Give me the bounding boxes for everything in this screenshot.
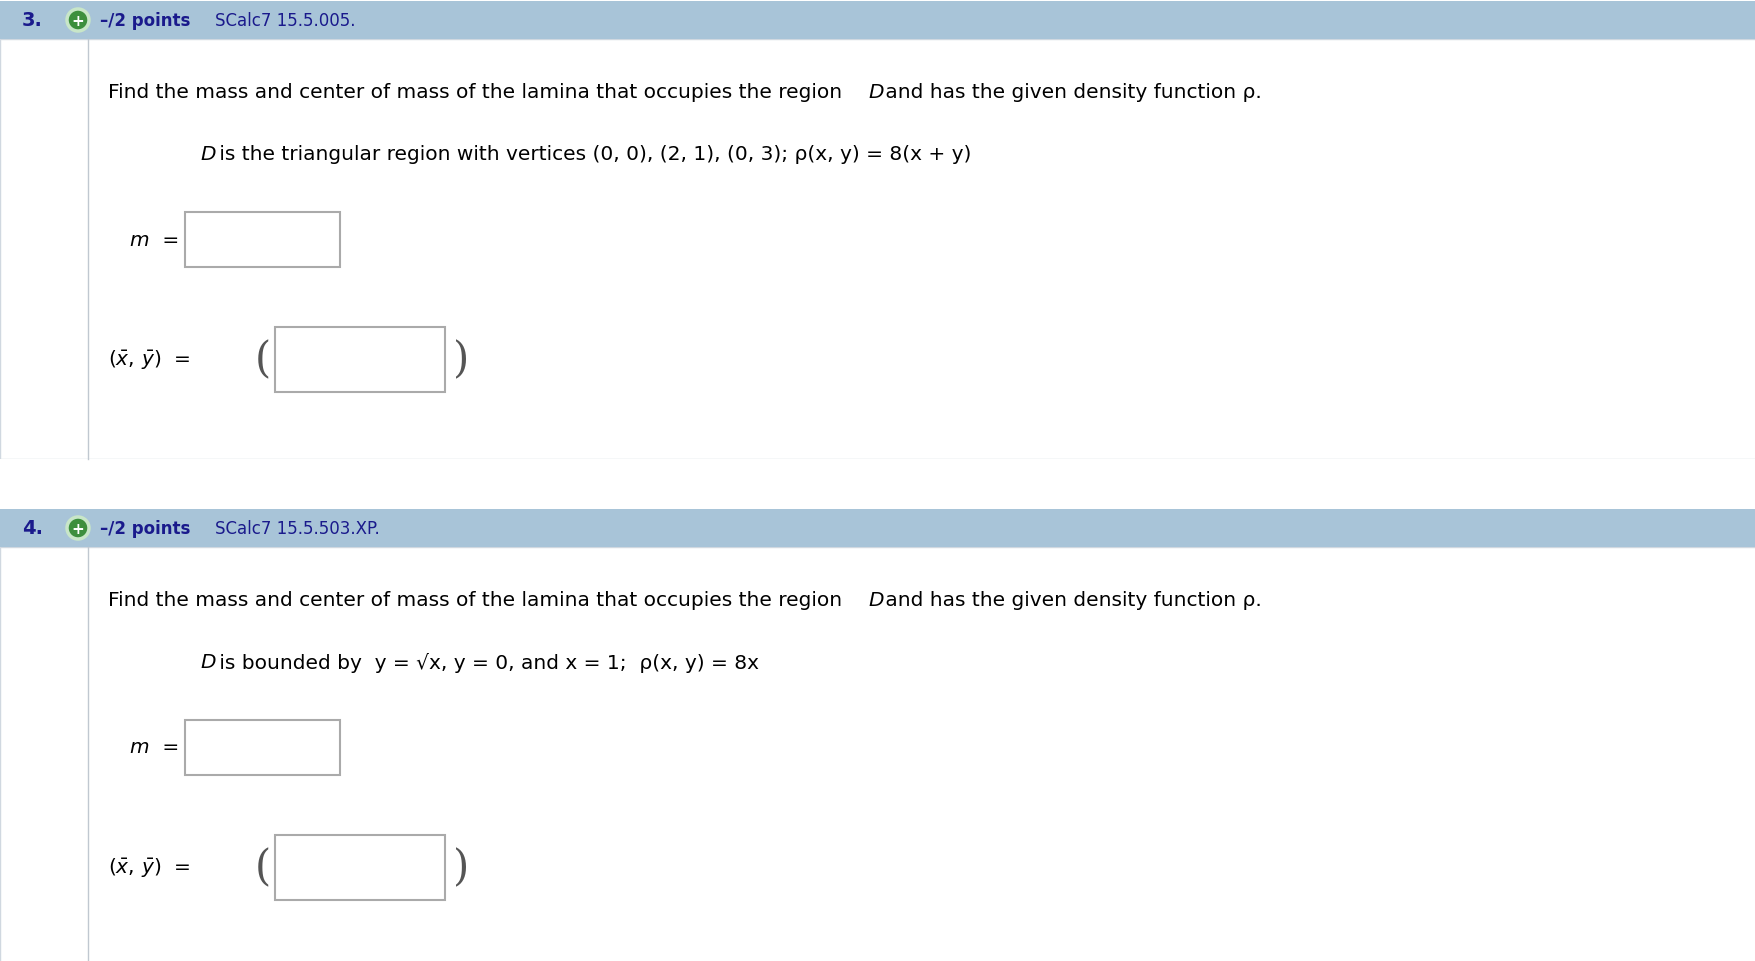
Text: m  =: m = (130, 738, 179, 756)
Text: ): ) (453, 338, 469, 381)
Text: –/2 points: –/2 points (100, 12, 190, 30)
Text: (: ( (254, 846, 270, 888)
Bar (0, 509, 1755, 548)
Text: $(\bar{x},\,\bar{y})$  =: $(\bar{x},\,\bar{y})$ = (109, 348, 191, 371)
Text: Find the mass and center of mass of the lamina that occupies the region: Find the mass and center of mass of the … (109, 83, 848, 102)
Text: +: + (72, 521, 84, 536)
Bar (0, 2, 1755, 40)
Text: ): ) (453, 846, 469, 888)
Circle shape (67, 517, 90, 539)
Text: 3.: 3. (23, 12, 42, 31)
Text: Find the mass and center of mass of the lamina that occupies the region: Find the mass and center of mass of the … (109, 590, 848, 609)
Text: 4.: 4. (23, 519, 42, 538)
Text: D: D (867, 83, 883, 102)
Text: D: D (200, 653, 216, 672)
Text: +: + (72, 13, 84, 29)
Text: m  =: m = (130, 231, 179, 249)
Text: is the triangular region with vertices (0, 0), (2, 1), (0, 3); ρ(x, y) = 8(x + y: is the triangular region with vertices (… (212, 145, 971, 164)
Text: –/2 points: –/2 points (100, 520, 190, 537)
Bar (184, 720, 340, 775)
Text: is bounded by  y = √x, y = 0, and x = 1;  ρ(x, y) = 8x: is bounded by y = √x, y = 0, and x = 1; … (212, 653, 758, 673)
Bar (276, 835, 444, 899)
Bar (184, 212, 340, 267)
Bar (0, 40, 1755, 459)
Text: $(\bar{x},\,\bar{y})$  =: $(\bar{x},\,\bar{y})$ = (109, 855, 191, 878)
Bar (0, 459, 1755, 509)
Text: and has the given density function ρ.: and has the given density function ρ. (879, 590, 1262, 609)
Bar (0, 548, 1755, 961)
Text: (: ( (254, 338, 270, 381)
Text: SCalc7 15.5.503.XP.: SCalc7 15.5.503.XP. (214, 520, 379, 537)
Circle shape (67, 10, 90, 32)
Bar (276, 327, 444, 392)
Text: D: D (200, 145, 216, 164)
Text: and has the given density function ρ.: and has the given density function ρ. (879, 83, 1262, 102)
Text: D: D (867, 590, 883, 609)
Text: SCalc7 15.5.005.: SCalc7 15.5.005. (214, 12, 355, 30)
